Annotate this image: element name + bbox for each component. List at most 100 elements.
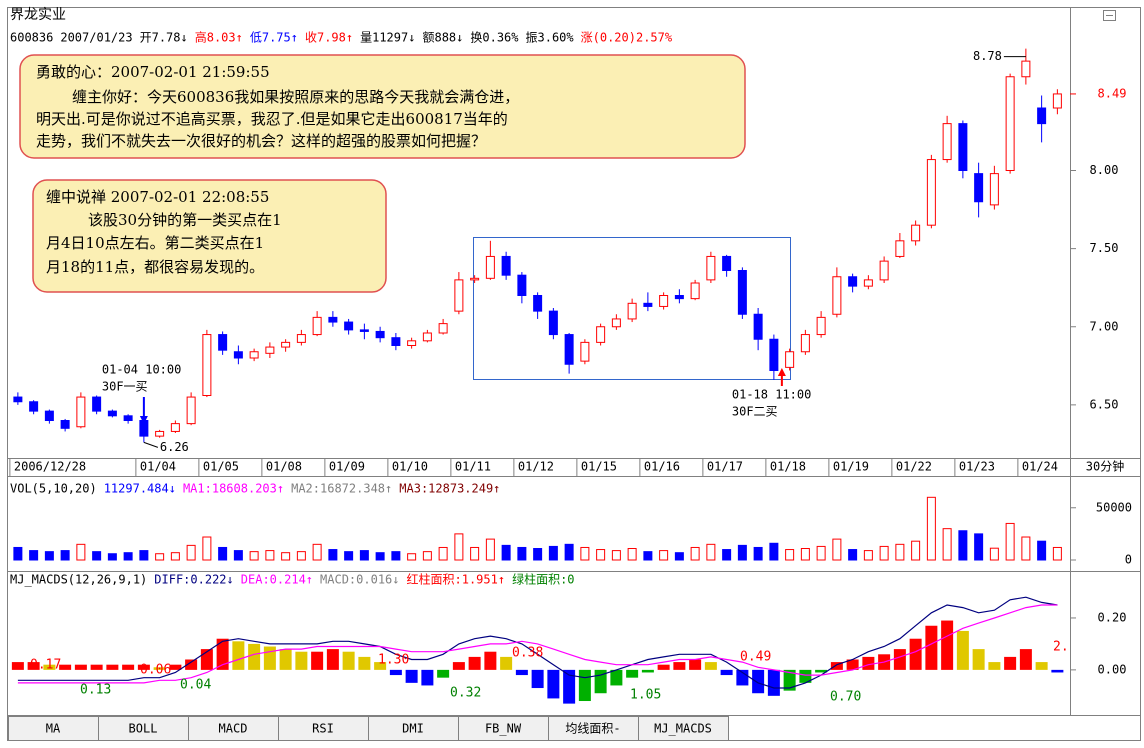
candle-body — [170, 423, 180, 432]
volume-bar — [659, 550, 669, 561]
macd-bar — [106, 664, 119, 670]
volume-bar — [643, 551, 653, 561]
volume-bar — [501, 544, 511, 561]
legend-item: 收7.98↑ — [305, 31, 353, 45]
tab[interactable] — [278, 716, 369, 741]
y-tick-label: 50000 — [1096, 500, 1132, 514]
macd-bar — [673, 662, 686, 670]
tab-label[interactable]: DMI — [402, 722, 424, 736]
last-price-label: 8.49 — [1098, 86, 1127, 100]
area-label: 0.13 — [80, 683, 111, 698]
macd-bar — [43, 664, 56, 670]
candle-body — [13, 396, 23, 403]
candle-body — [989, 173, 999, 206]
tab[interactable] — [98, 716, 189, 741]
candle-body — [674, 295, 684, 300]
bubble-text: 该股30分钟的第一类买点在1 — [88, 211, 282, 229]
macd-bar — [988, 662, 1001, 670]
volume-bar — [438, 546, 448, 561]
tab-label[interactable]: BOLL — [129, 722, 158, 736]
macd-bar — [263, 646, 276, 670]
macd-bar — [531, 669, 544, 689]
bubble: 缠中说禅 2007-02-01 22:08:55 该股30分钟的第一类买点在1 … — [32, 179, 387, 293]
stock-name: 界龙实业 — [10, 7, 66, 23]
candle-body — [107, 410, 117, 417]
volume-bar — [407, 553, 417, 561]
macd-bar — [452, 662, 465, 670]
area-label: 0.32 — [450, 686, 481, 701]
volume-bar — [564, 543, 574, 561]
macd-bar — [547, 669, 560, 699]
macd-bar — [610, 669, 623, 686]
tab[interactable] — [188, 716, 279, 741]
window-icon[interactable] — [1103, 10, 1116, 21]
range-box — [473, 237, 791, 380]
volume-bar — [580, 546, 590, 561]
macd-bar — [216, 638, 229, 670]
legend-item: DIFF:0.222↓ — [154, 573, 233, 587]
candle-body — [659, 295, 669, 307]
volume-bar — [485, 538, 495, 561]
tab-label[interactable]: MA — [46, 722, 61, 736]
y-tick-label: 0.00 — [1098, 662, 1127, 676]
candle-body — [737, 270, 747, 315]
diff-line — [17, 596, 1058, 689]
tab[interactable] — [638, 716, 729, 741]
x-tick-label: 01/12 — [518, 460, 554, 474]
legend-item: 600836 — [10, 31, 53, 45]
area-label: 2. — [1053, 640, 1069, 655]
macd-bar — [468, 656, 481, 670]
volume-bar — [249, 551, 259, 561]
bubble-text: 走势，我们不就失去一次很好的机会？这样的超强的股票如何把握？ — [36, 132, 486, 150]
candle-body — [895, 240, 905, 257]
macd-bar — [137, 664, 150, 670]
volume-bar — [753, 546, 763, 561]
candle-body — [233, 351, 243, 359]
candle-body — [375, 330, 385, 339]
volume-bar — [391, 551, 401, 561]
macd-bar — [374, 662, 387, 670]
tab-label[interactable]: MJ_MACDS — [654, 722, 712, 736]
candle-body — [863, 279, 873, 287]
legend-item: 额888↓ — [422, 31, 463, 45]
candle-body — [470, 277, 480, 281]
candle-body — [958, 123, 968, 171]
candle-body — [359, 329, 369, 332]
tab[interactable] — [548, 716, 639, 741]
volume-bar — [848, 549, 858, 561]
bubble-title: 缠中说禅 2007-02-01 22:08:55 — [46, 188, 269, 206]
tab-label[interactable]: FB_NW — [485, 722, 522, 736]
legend-item: 低7.75↑ — [250, 31, 298, 45]
volume-bar — [832, 538, 842, 561]
volume-bar — [674, 552, 684, 561]
macd-bar — [74, 664, 87, 670]
volume-bar — [265, 550, 275, 561]
volume-bar — [974, 533, 984, 561]
legend-item: MJ_MACDS(12,26,9,1) — [10, 573, 147, 587]
tab-label[interactable]: 均线面积- — [565, 722, 620, 736]
macd-bar — [956, 630, 969, 670]
candle-body — [879, 260, 889, 281]
x-tick-label: 01/23 — [959, 460, 995, 474]
tab[interactable] — [458, 716, 549, 741]
tab[interactable] — [8, 716, 99, 741]
buy-arrow-head — [139, 416, 148, 424]
bubble-text: 明天出.可是你说过不追高买票，我忍了.但是如果它走出600817当年的 — [36, 110, 508, 128]
volume-bar — [1005, 522, 1015, 561]
legend-item: 高8.03↑ — [195, 30, 243, 45]
x-tick-label: 01/08 — [266, 460, 302, 474]
legend-item: 量11297↓ — [360, 31, 415, 45]
candle-body — [974, 173, 984, 203]
volume-bar — [1021, 536, 1031, 561]
macd-bar — [515, 669, 528, 676]
candle-body — [911, 224, 921, 242]
candle-body — [942, 123, 952, 161]
volume-bar — [879, 545, 889, 561]
tab-label[interactable]: MACD — [219, 722, 248, 736]
volume-bar — [202, 536, 212, 561]
tab-label[interactable]: RSI — [312, 722, 334, 736]
high-label: 8.78 — [973, 49, 1002, 63]
x-tick-label: 01/04 — [140, 460, 176, 474]
candle-body — [1037, 107, 1047, 125]
macd-bar — [815, 669, 828, 673]
